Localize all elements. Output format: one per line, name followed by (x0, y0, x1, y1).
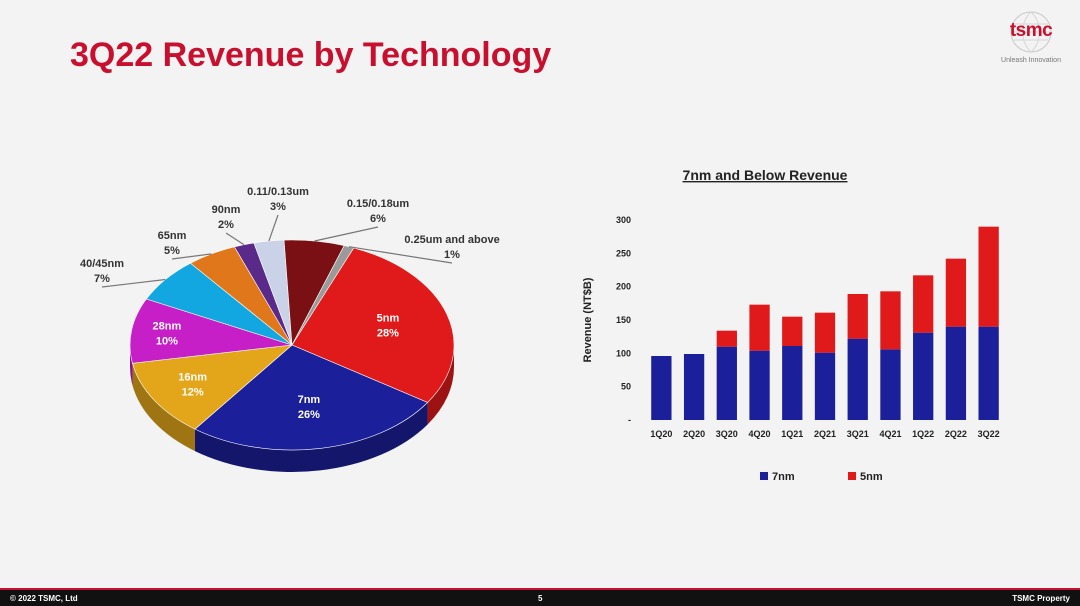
pie-top (129, 239, 455, 451)
pie-chart: 5nm 28% 7nm 26% 16nm 12% 28nm 10% 40/45nm 7% 65nm 5… (80, 186, 500, 473)
bar-5nm-2Q21 (814, 312, 836, 353)
pie-label-value: 3% (270, 201, 286, 213)
pie-label-value: 10% (156, 336, 178, 348)
legend-swatch-7nm (760, 472, 768, 480)
logo-text: tsmc (1009, 20, 1053, 41)
bar-5nm-1Q22 (913, 275, 934, 333)
footer: © 2022 TSMC, Ltd 5 TSMC Property (0, 588, 1080, 606)
pie-label-value: 28% (377, 328, 399, 340)
footer-page-number: 5 (538, 594, 543, 603)
pie-leader-0.15/0.18um (314, 226, 379, 242)
footer-property: TSMC Property (1012, 594, 1070, 603)
bar-7nm-4Q21 (880, 349, 901, 420)
bar-5nm-3Q22 (978, 226, 999, 327)
bar-7nm-3Q22 (978, 326, 999, 420)
pie-label-name: 0.25um and above (404, 234, 499, 246)
pie-label-value: 5% (164, 245, 180, 257)
bar-chart: 7nm and Below Revenue Revenue (NT$B) - 50 10… (582, 167, 1000, 483)
y-tick-label: 300 (616, 215, 631, 225)
bar-7nm-3Q20 (716, 346, 737, 420)
pie-leader-65nm (171, 253, 212, 260)
y-axis-label: Revenue (NT$B) (582, 277, 594, 362)
legend-swatch-5nm (848, 472, 856, 480)
bar-7nm-1Q20 (651, 356, 672, 420)
pie-label-name: 0.15/0.18um (347, 198, 410, 210)
bar-chart-title: 7nm and Below Revenue (683, 167, 848, 183)
pie-label-name: 90nm (212, 204, 241, 216)
pie-leader-0.11/0.13um (268, 214, 279, 242)
slide-title: 3Q22 Revenue by Technology (70, 36, 552, 74)
pie-label-value: 2% (218, 219, 234, 231)
bar-7nm-2Q21 (814, 352, 836, 420)
pie-slice-16nm (132, 344, 293, 430)
x-tick-label: 2Q21 (814, 429, 836, 439)
pie-label-name: 65nm (158, 230, 187, 242)
bar-5nm-4Q21 (880, 291, 901, 350)
pie-side-5nm (427, 345, 454, 425)
x-tick-label: 2Q22 (945, 429, 967, 439)
pie-label-value: 7% (94, 273, 110, 285)
pie-slice-5nm (291, 247, 455, 403)
footer-copyright: © 2022 TSMC, Ltd (10, 594, 78, 603)
bar-5nm-3Q21 (847, 294, 868, 339)
bar-7nm-2Q22 (945, 326, 967, 420)
pie-label-name: 7nm (298, 394, 321, 406)
x-tick-label: 3Q21 (847, 429, 869, 439)
pie-label-name: 16nm (178, 372, 207, 384)
pie-labels: 5nm 28% 7nm 26% 16nm 12% 28nm 10% 40/45nm 7% 65nm 5… (80, 186, 500, 421)
y-tick-label: 150 (616, 315, 631, 325)
y-tick-label: - (628, 415, 631, 425)
legend-label-5nm: 5nm (860, 471, 883, 483)
pie-slice-7nm (194, 344, 429, 451)
x-tick-label: 1Q21 (781, 429, 803, 439)
bar-5nm-3Q20 (716, 330, 737, 347)
bar-5nm-4Q20 (749, 304, 770, 351)
y-tick-label: 200 (616, 282, 631, 292)
bar-5nm-1Q21 (782, 316, 803, 346)
bar-7nm-2Q20 (683, 354, 705, 420)
pie-label-name: 0.11/0.13um (247, 186, 309, 198)
x-tick-label: 3Q20 (716, 429, 738, 439)
pie-leader-0.25um and above (348, 246, 453, 264)
bar-7nm-3Q21 (847, 338, 868, 420)
x-tick-label: 3Q22 (978, 429, 1000, 439)
x-tick-label: 1Q20 (650, 429, 672, 439)
logo-globe-icon (1010, 11, 1052, 53)
pie-leader-90nm (225, 232, 245, 246)
pie-label-name: 28nm (152, 321, 181, 333)
legend-label-7nm: 7nm (772, 471, 795, 483)
pie-label-value: 26% (298, 409, 320, 421)
logo-tagline: Unleash Innovation (1001, 57, 1061, 64)
bar-5nm-2Q22 (945, 258, 967, 327)
x-tick-label: 4Q20 (749, 429, 771, 439)
bar-7nm-1Q22 (913, 332, 934, 420)
pie-label-value: 1% (444, 249, 460, 261)
tsmc-logo: tsmc Unleash Innovation (990, 8, 1072, 68)
bar-7nm-1Q21 (782, 346, 803, 420)
x-tick-label: 2Q20 (683, 429, 705, 439)
y-tick-label: 50 (621, 382, 631, 392)
y-tick-label: 100 (616, 348, 631, 358)
pie-label-value: 12% (182, 387, 204, 399)
pie-label-value: 6% (370, 213, 386, 225)
pie-side-7nm (194, 402, 428, 473)
bar-7nm-4Q20 (749, 350, 770, 420)
x-tick-label: 4Q21 (879, 429, 901, 439)
pie-slice-28nm (129, 298, 293, 364)
y-tick-label: 250 (616, 248, 631, 258)
pie-label-name: 40/45nm (80, 258, 124, 270)
pie-leader-40/45nm (101, 278, 166, 288)
x-tick-label: 1Q22 (912, 429, 934, 439)
pie-side-16nm (132, 363, 195, 452)
pie-label-name: 5nm (377, 313, 400, 325)
